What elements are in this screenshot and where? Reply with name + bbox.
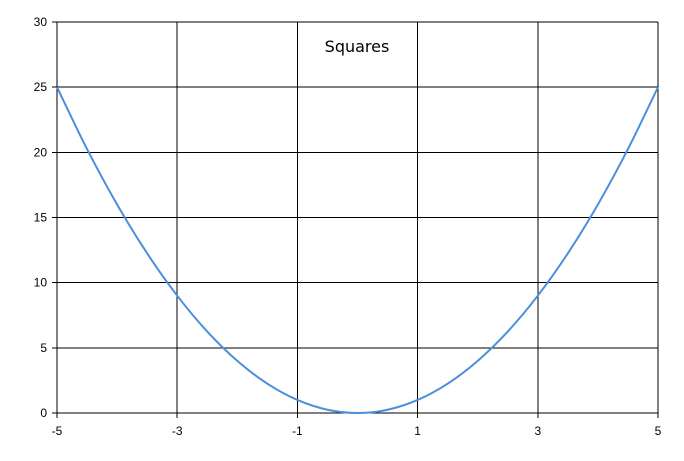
y-tick-label: 10 <box>34 276 48 290</box>
series-line-0 <box>56 86 659 415</box>
y-tick-label: 30 <box>34 15 48 29</box>
series-layer <box>56 86 659 415</box>
x-tick-label: -3 <box>172 424 183 438</box>
x-tick-label: 1 <box>414 424 421 438</box>
y-tick-label: 15 <box>34 211 48 225</box>
y-tick-label: 0 <box>40 406 47 420</box>
x-tick-label: 5 <box>655 424 662 438</box>
y-tick-label: 5 <box>40 341 47 355</box>
grid <box>52 21 659 418</box>
x-tick-label: 3 <box>534 424 541 438</box>
chart-title: Squares <box>325 37 390 56</box>
x-tick-label: -1 <box>292 424 303 438</box>
x-tick-label: -5 <box>52 424 63 438</box>
y-tick-label: 25 <box>34 80 48 94</box>
y-tick-label: 20 <box>34 145 48 159</box>
ticks: -5 -3 -1 1 3 5 0 5 10 15 20 25 30 <box>34 15 662 438</box>
